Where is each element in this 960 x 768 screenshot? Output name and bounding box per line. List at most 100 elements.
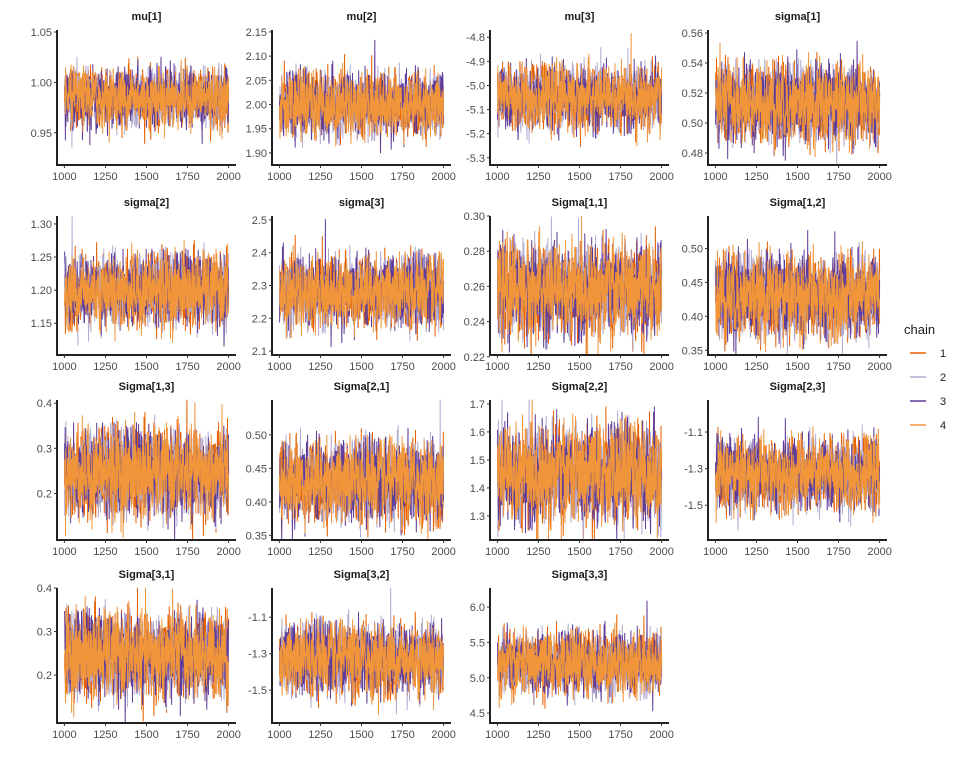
y-tick-label: 0.45 — [682, 277, 703, 289]
x-tick-label: 1500 — [134, 729, 158, 741]
y-tick-label: -1.3 — [248, 649, 267, 661]
legend-label: 4 — [940, 420, 946, 432]
y-tick-label: 0.95 — [31, 128, 52, 140]
panel-title: Sigma[3,1] — [119, 569, 175, 581]
x-tick-label: 1000 — [267, 546, 291, 558]
x-tick-label: 2000 — [431, 171, 455, 183]
panel: mu[3] -5.3 -5.2 -5.1 -5.0 -4.9 -4.8 1000 1250 150… — [466, 11, 674, 183]
y-tick-label: -5.1 — [466, 105, 485, 117]
x-tick-label: 2000 — [216, 171, 240, 183]
x-tick-label: 2000 — [431, 546, 455, 558]
y-tick-label: 0.2 — [37, 488, 52, 500]
panel: Sigma[2,2] 1.3 1.4 1.5 1.6 1.7 1000 1250 1500 175… — [470, 381, 674, 558]
chain-4-trace — [279, 62, 445, 147]
y-tick-label: 0.35 — [682, 345, 703, 357]
y-tick-label: 1.30 — [31, 219, 52, 231]
x-tick-label: 1500 — [349, 729, 373, 741]
panel-title: Sigma[1,1] — [552, 197, 608, 209]
panel-title: Sigma[1,2] — [770, 197, 826, 209]
y-tick-label: 2.4 — [252, 248, 267, 260]
panel: sigma[3] 2.1 2.2 2.3 2.4 2.5 1000 1250 1500 1750 2… — [252, 197, 456, 373]
x-tick-label: 2000 — [216, 729, 240, 741]
x-tick-label: 1250 — [526, 171, 550, 183]
legend-title: chain — [904, 322, 935, 337]
panel: Sigma[1,2] 0.35 0.40 0.45 0.50 1000 1250 1500 17… — [682, 197, 892, 373]
chain-3-trace — [279, 427, 445, 541]
y-tick-label: 0.22 — [464, 352, 485, 364]
y-tick-label: 0.35 — [246, 530, 267, 542]
y-tick-label: 2.10 — [246, 51, 267, 63]
x-tick-label: 1500 — [567, 729, 591, 741]
chain-4-trace — [64, 240, 230, 343]
y-tick-label: -5.0 — [466, 80, 485, 92]
chain-4-trace — [279, 617, 445, 716]
y-tick-label: 1.25 — [31, 252, 52, 264]
y-tick-label: 0.28 — [464, 246, 485, 258]
chain-4-trace — [64, 402, 230, 538]
panel: Sigma[3,3] 4.5 5.0 5.5 6.0 1000 1250 1500 1750 20… — [470, 569, 674, 741]
y-tick-label: -4.9 — [466, 56, 485, 68]
panel-title: mu[1] — [132, 11, 162, 23]
chain-4-trace — [715, 426, 881, 524]
x-tick-label: 1500 — [349, 171, 373, 183]
x-tick-label: 1250 — [308, 729, 332, 741]
x-tick-label: 1500 — [567, 361, 591, 373]
y-tick-label: 0.52 — [682, 88, 703, 100]
chain-4-trace — [715, 241, 881, 353]
panel-title: Sigma[3,3] — [552, 569, 608, 581]
x-tick-label: 1250 — [526, 546, 550, 558]
x-tick-label: 2000 — [649, 729, 673, 741]
y-tick-label: 1.05 — [31, 27, 52, 39]
x-tick-label: 1250 — [93, 546, 117, 558]
x-tick-label: 1000 — [485, 361, 509, 373]
x-tick-label: 2000 — [431, 361, 455, 373]
x-tick-label: 1000 — [703, 546, 727, 558]
x-tick-label: 1000 — [267, 171, 291, 183]
x-tick-label: 1250 — [744, 361, 768, 373]
y-tick-label: 0.50 — [682, 244, 703, 256]
y-tick-label: 1.7 — [470, 399, 485, 411]
x-tick-label: 2000 — [649, 546, 673, 558]
y-tick-label: 0.48 — [682, 148, 703, 160]
x-tick-label: 1750 — [390, 171, 414, 183]
y-tick-label: -5.3 — [466, 153, 485, 165]
y-tick-label: 0.50 — [246, 430, 267, 442]
panel: Sigma[1,1] 0.22 0.24 0.26 0.28 0.30 1000 1250 15… — [464, 197, 674, 373]
x-tick-label: 1250 — [93, 361, 117, 373]
y-tick-label: 4.5 — [470, 708, 485, 720]
legend-label: 1 — [940, 348, 946, 360]
x-tick-label: 1250 — [308, 361, 332, 373]
x-tick-label: 1250 — [308, 171, 332, 183]
panel-title: Sigma[1,3] — [119, 381, 175, 393]
y-tick-label: 0.3 — [37, 443, 52, 455]
x-tick-label: 1000 — [52, 361, 76, 373]
x-tick-label: 1500 — [785, 361, 809, 373]
chain-4-trace — [64, 60, 230, 143]
y-tick-label: 0.3 — [37, 627, 52, 639]
panel-title: sigma[2] — [124, 197, 170, 209]
y-tick-label: 0.56 — [682, 28, 703, 40]
y-tick-label: 1.95 — [246, 124, 267, 136]
x-tick-label: 2000 — [867, 171, 891, 183]
x-tick-label: 2000 — [216, 361, 240, 373]
y-tick-label: -4.8 — [466, 32, 485, 44]
x-tick-label: 1250 — [526, 729, 550, 741]
x-tick-label: 1000 — [485, 171, 509, 183]
chain-4-trace — [497, 33, 663, 147]
x-tick-label: 2000 — [649, 171, 673, 183]
y-tick-label: 0.2 — [37, 670, 52, 682]
x-tick-label: 1750 — [175, 546, 199, 558]
x-tick-label: 2000 — [867, 361, 891, 373]
y-tick-label: 1.3 — [470, 511, 485, 523]
y-tick-label: -1.1 — [248, 612, 267, 624]
y-tick-label: 1.15 — [31, 318, 52, 330]
x-tick-label: 1750 — [608, 171, 632, 183]
x-tick-label: 1000 — [485, 546, 509, 558]
y-tick-label: 0.54 — [682, 58, 703, 70]
x-tick-label: 1500 — [785, 171, 809, 183]
x-tick-label: 1500 — [134, 546, 158, 558]
chain-4-trace — [715, 42, 881, 158]
y-tick-label: 2.15 — [246, 27, 267, 39]
y-tick-label: 2.3 — [252, 281, 267, 293]
